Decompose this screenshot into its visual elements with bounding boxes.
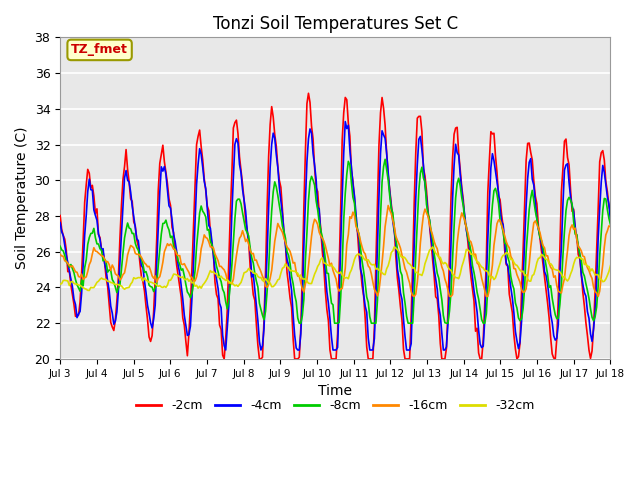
Title: Tonzi Soil Temperatures Set C: Tonzi Soil Temperatures Set C <box>212 15 458 33</box>
Legend: -2cm, -4cm, -8cm, -16cm, -32cm: -2cm, -4cm, -8cm, -16cm, -32cm <box>131 394 540 417</box>
Text: TZ_fmet: TZ_fmet <box>71 43 128 57</box>
X-axis label: Time: Time <box>318 384 352 398</box>
Y-axis label: Soil Temperature (C): Soil Temperature (C) <box>15 127 29 269</box>
